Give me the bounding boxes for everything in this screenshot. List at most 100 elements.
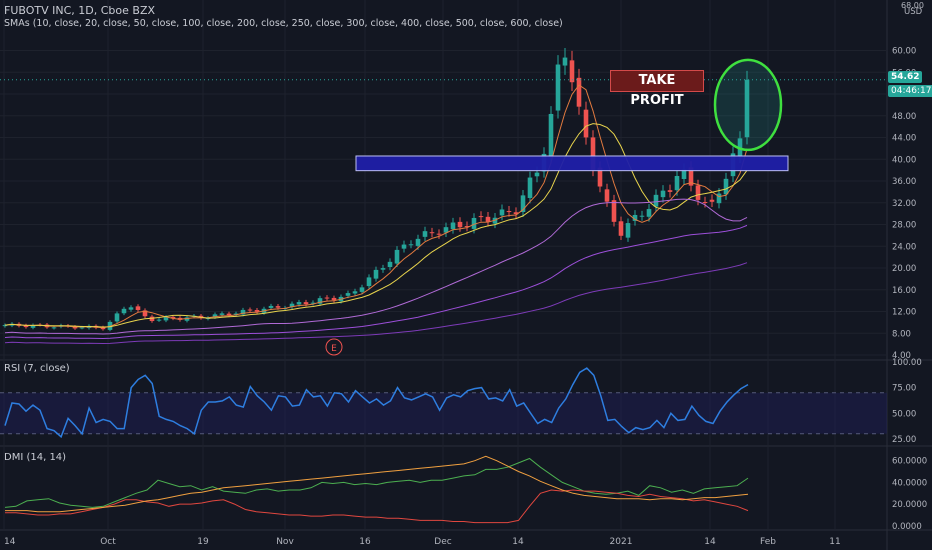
candle[interactable] — [527, 171, 533, 204]
dmi-minus-line[interactable] — [5, 489, 749, 524]
candle[interactable] — [240, 307, 246, 317]
candle[interactable] — [254, 308, 260, 314]
price-tick-label: 24.00 — [892, 242, 916, 252]
candle[interactable] — [632, 210, 638, 226]
candle[interactable] — [569, 50, 575, 92]
candle[interactable] — [352, 288, 358, 296]
candle[interactable] — [611, 194, 617, 227]
resistance-zone[interactable] — [355, 155, 789, 172]
rsi-tick-label: 25.00 — [892, 435, 916, 445]
candle[interactable] — [520, 189, 526, 217]
time-tick-label: 11 — [829, 537, 840, 547]
candle[interactable] — [450, 217, 456, 234]
candle[interactable] — [331, 295, 337, 303]
candle[interactable] — [499, 204, 505, 221]
price-tick-label: 20.00 — [892, 264, 916, 274]
candle[interactable] — [555, 55, 561, 119]
candle[interactable] — [380, 264, 386, 273]
candle[interactable] — [289, 301, 295, 310]
candle[interactable] — [429, 227, 435, 238]
candle[interactable] — [485, 212, 491, 227]
candle[interactable] — [709, 194, 715, 208]
candle[interactable] — [135, 304, 141, 312]
rsi-line[interactable] — [4, 367, 749, 439]
candle[interactable] — [156, 317, 162, 322]
candle[interactable] — [149, 314, 155, 323]
candle[interactable] — [478, 211, 484, 222]
time-tick-label: 14 — [512, 537, 524, 547]
time-tick-label: Dec — [434, 537, 451, 547]
candle[interactable] — [387, 258, 393, 271]
candle[interactable] — [324, 295, 330, 301]
candle[interactable] — [639, 210, 645, 221]
sma-line — [4, 224, 748, 340]
candle[interactable] — [744, 70, 750, 145]
candle[interactable] — [114, 311, 120, 324]
candle[interactable] — [548, 106, 554, 164]
candle[interactable] — [660, 185, 666, 203]
price-tick-label: 28.00 — [892, 221, 916, 231]
candle[interactable] — [184, 315, 190, 323]
candle[interactable] — [625, 218, 631, 242]
earnings-marker[interactable]: E — [325, 338, 343, 356]
candle[interactable] — [401, 240, 407, 253]
rsi-title[interactable]: RSI (7, close) — [4, 363, 70, 374]
adx-line[interactable] — [5, 455, 749, 513]
candle[interactable] — [422, 226, 428, 242]
candle[interactable] — [443, 222, 449, 237]
candle[interactable] — [30, 323, 36, 330]
candle[interactable] — [464, 221, 470, 232]
earnings-label: E — [331, 344, 337, 354]
symbol-title[interactable]: FUBOTV INC, 1D, Cboe BZX — [4, 4, 156, 17]
dmi-title[interactable]: DMI (14, 14) — [4, 452, 67, 463]
candle[interactable] — [247, 307, 253, 313]
candle[interactable] — [359, 284, 365, 295]
candle[interactable] — [506, 206, 512, 217]
take-profit-label[interactable]: TAKE PROFIT — [610, 70, 704, 108]
candle[interactable] — [702, 196, 708, 208]
time-tick-label: Oct — [100, 537, 116, 547]
candle[interactable] — [653, 189, 659, 212]
candle[interactable] — [233, 311, 239, 317]
candle[interactable] — [373, 266, 379, 282]
candle[interactable] — [23, 323, 29, 329]
candle[interactable] — [128, 305, 134, 312]
dmi-tick-label: 20.0000 — [892, 500, 927, 510]
candle[interactable] — [646, 204, 652, 222]
sma-line — [4, 198, 748, 335]
rsi-band — [0, 392, 887, 435]
candle[interactable] — [716, 188, 722, 209]
candle[interactable] — [667, 184, 673, 198]
rsi-tick-label: 100.00 — [892, 358, 922, 368]
rsi-tick-label: 50.00 — [892, 409, 916, 419]
candle[interactable] — [408, 240, 414, 249]
candle[interactable] — [366, 274, 372, 289]
candle[interactable] — [513, 207, 519, 219]
candle[interactable] — [317, 295, 323, 306]
sma-lines — [4, 84, 748, 345]
price-top-tick: 68.00 — [901, 1, 924, 10]
candle[interactable] — [576, 68, 582, 115]
sma-indicator-title[interactable]: SMAs (10, close, 20, close, 50, close, 1… — [4, 18, 563, 29]
candle[interactable] — [436, 229, 442, 239]
time-tick-label: 14 — [4, 537, 16, 547]
price-tick-label: 44.00 — [892, 134, 916, 144]
candle[interactable] — [2, 323, 8, 328]
dmi-plus-line[interactable] — [4, 457, 749, 508]
candlestick-series — [2, 47, 750, 332]
candle[interactable] — [394, 246, 400, 267]
candle[interactable] — [310, 300, 316, 306]
target-circle[interactable] — [713, 58, 783, 152]
candle[interactable] — [170, 315, 176, 321]
candle[interactable] — [583, 101, 589, 145]
price-tick-label: 40.00 — [892, 155, 916, 165]
candle[interactable] — [562, 47, 568, 75]
candle[interactable] — [121, 306, 127, 316]
time-tick-label: 19 — [197, 537, 209, 547]
candle[interactable] — [674, 169, 680, 196]
candle[interactable] — [142, 308, 148, 319]
time-tick-label: 2021 — [610, 537, 633, 547]
candle[interactable] — [618, 216, 624, 241]
price-tick-label: 4.00 — [892, 351, 911, 361]
